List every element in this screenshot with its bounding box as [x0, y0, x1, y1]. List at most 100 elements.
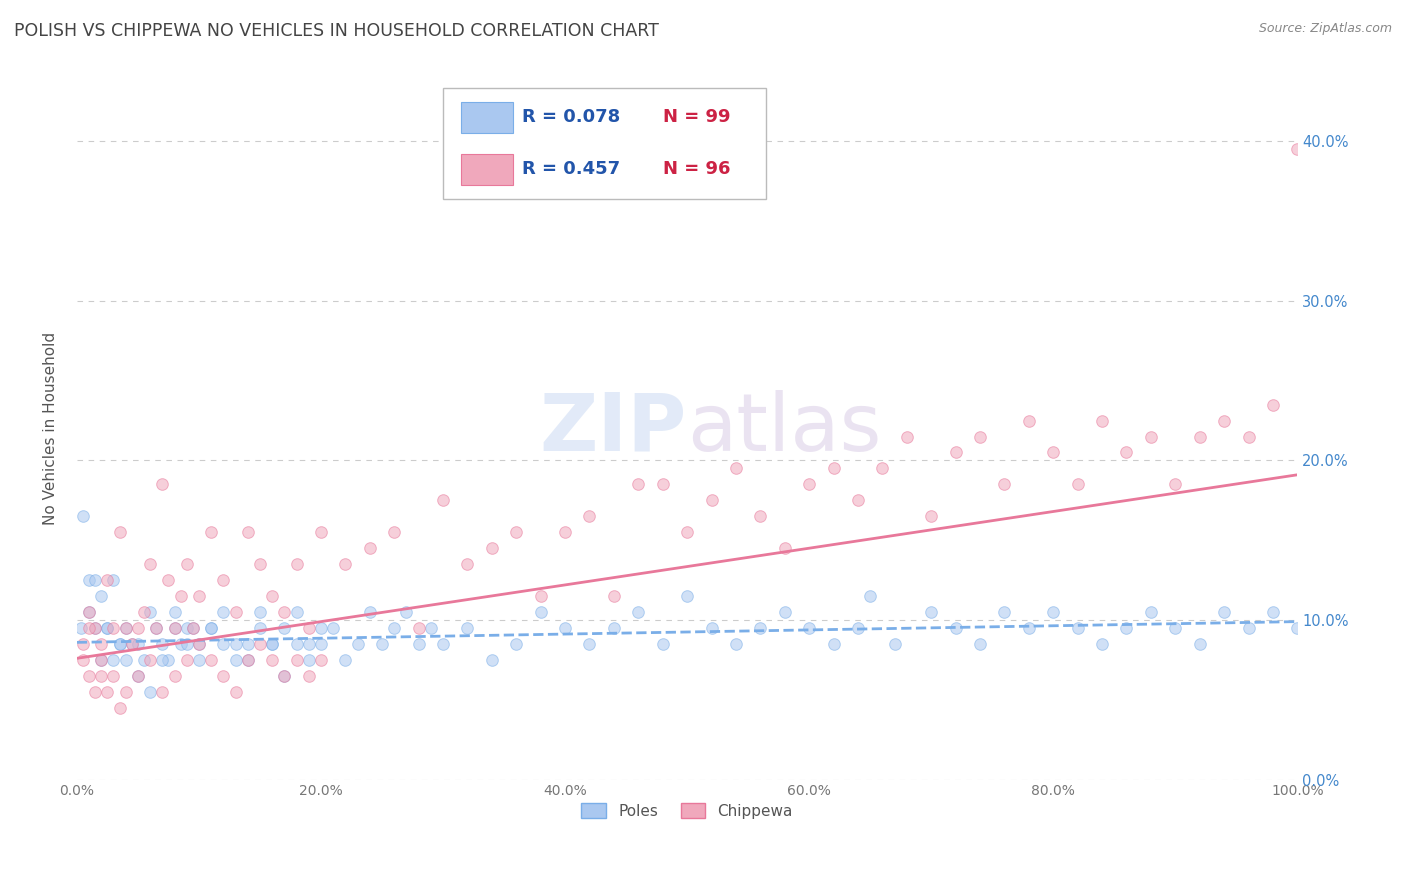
Point	[724, 637, 747, 651]
Point	[322, 621, 344, 635]
Point	[200, 525, 222, 540]
Point	[84, 621, 107, 635]
Point	[309, 653, 332, 667]
Point	[309, 637, 332, 651]
Point	[1213, 413, 1236, 427]
Point	[72, 637, 94, 651]
Point	[1261, 398, 1284, 412]
Point	[176, 653, 198, 667]
Point	[846, 621, 869, 635]
Point	[114, 621, 136, 635]
Text: Source: ZipAtlas.com: Source: ZipAtlas.com	[1258, 22, 1392, 36]
Point	[96, 685, 118, 699]
Text: N = 96: N = 96	[662, 161, 730, 178]
Point	[359, 605, 381, 619]
Point	[371, 637, 394, 651]
Point	[700, 621, 723, 635]
Point	[77, 621, 100, 635]
Point	[419, 621, 441, 635]
Point	[627, 605, 650, 619]
Point	[1237, 621, 1260, 635]
Point	[1066, 621, 1088, 635]
Point	[408, 637, 430, 651]
Point	[84, 573, 107, 587]
FancyBboxPatch shape	[461, 153, 513, 186]
Point	[249, 637, 271, 651]
Point	[481, 653, 503, 667]
Point	[651, 637, 673, 651]
Point	[249, 605, 271, 619]
Point	[651, 477, 673, 491]
Point	[187, 589, 209, 603]
Point	[103, 573, 125, 587]
Point	[554, 525, 576, 540]
Point	[1164, 477, 1187, 491]
Point	[456, 557, 478, 571]
Point	[395, 605, 418, 619]
Point	[200, 621, 222, 635]
Point	[181, 621, 204, 635]
Point	[773, 541, 796, 556]
Point	[176, 557, 198, 571]
Point	[212, 669, 235, 683]
Text: atlas: atlas	[688, 390, 882, 467]
Point	[1018, 621, 1040, 635]
Point	[96, 621, 118, 635]
Point	[823, 461, 845, 475]
Point	[77, 669, 100, 683]
Point	[145, 621, 167, 635]
FancyBboxPatch shape	[443, 88, 766, 199]
Point	[103, 653, 125, 667]
Text: N = 99: N = 99	[662, 109, 730, 127]
Point	[797, 621, 820, 635]
Point	[969, 429, 991, 443]
Point	[212, 637, 235, 651]
Text: R = 0.457: R = 0.457	[523, 161, 620, 178]
Point	[285, 637, 308, 651]
Point	[84, 621, 107, 635]
Point	[603, 621, 626, 635]
Point	[945, 445, 967, 459]
Point	[163, 621, 186, 635]
Point	[273, 621, 295, 635]
Point	[262, 637, 284, 651]
Point	[103, 669, 125, 683]
Point	[1164, 621, 1187, 635]
Point	[285, 557, 308, 571]
Point	[335, 653, 357, 667]
Point	[139, 557, 162, 571]
Point	[225, 653, 247, 667]
Point	[187, 637, 209, 651]
Point	[578, 509, 600, 524]
Point	[1140, 429, 1163, 443]
Point	[676, 525, 699, 540]
Point	[262, 637, 284, 651]
Point	[1213, 605, 1236, 619]
Point	[200, 653, 222, 667]
Point	[176, 637, 198, 651]
Point	[132, 653, 155, 667]
Point	[225, 685, 247, 699]
Point	[262, 589, 284, 603]
Point	[114, 621, 136, 635]
Point	[298, 621, 321, 635]
Point	[335, 557, 357, 571]
Point	[150, 637, 173, 651]
Point	[181, 621, 204, 635]
Point	[846, 493, 869, 508]
Point	[150, 477, 173, 491]
Point	[90, 589, 112, 603]
Point	[200, 621, 222, 635]
Point	[627, 477, 650, 491]
Point	[249, 557, 271, 571]
Point	[456, 621, 478, 635]
Point	[530, 589, 553, 603]
Point	[285, 605, 308, 619]
Point	[945, 621, 967, 635]
Point	[163, 605, 186, 619]
Point	[1042, 605, 1064, 619]
Legend: Poles, Chippewa: Poles, Chippewa	[575, 797, 799, 824]
Text: ZIP: ZIP	[540, 390, 688, 467]
Point	[993, 605, 1015, 619]
Point	[212, 573, 235, 587]
